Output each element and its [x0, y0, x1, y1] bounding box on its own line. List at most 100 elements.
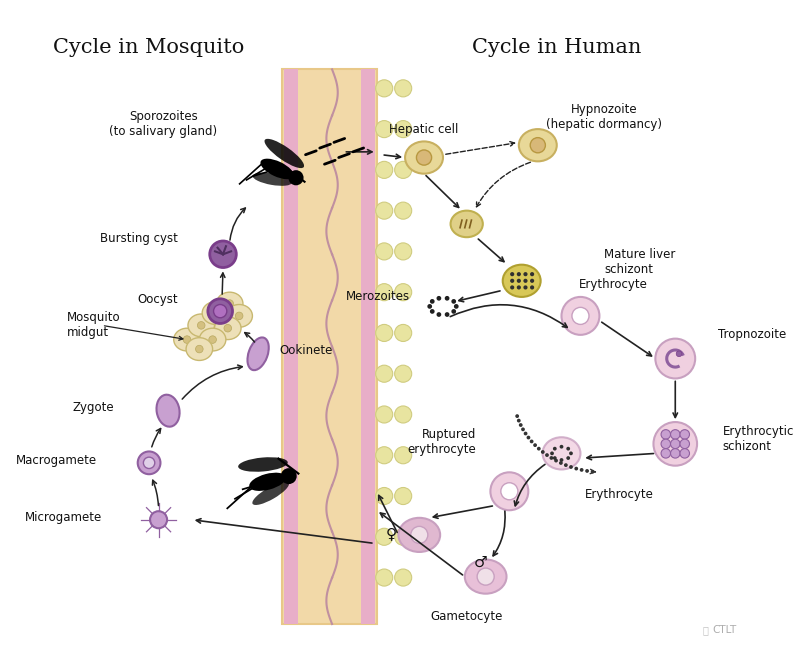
Circle shape — [569, 465, 573, 469]
Circle shape — [376, 202, 393, 219]
Ellipse shape — [465, 560, 507, 594]
Circle shape — [564, 463, 568, 467]
Circle shape — [510, 272, 515, 276]
Circle shape — [288, 170, 304, 185]
Circle shape — [530, 440, 534, 444]
Ellipse shape — [199, 328, 226, 351]
Ellipse shape — [217, 292, 243, 315]
Circle shape — [555, 459, 558, 463]
Ellipse shape — [543, 437, 580, 469]
Circle shape — [530, 279, 535, 283]
Circle shape — [196, 345, 203, 353]
Circle shape — [224, 325, 232, 332]
Circle shape — [553, 447, 557, 451]
Circle shape — [376, 80, 393, 97]
Circle shape — [670, 430, 680, 439]
Circle shape — [395, 569, 411, 586]
Text: Macrogamete: Macrogamete — [16, 454, 97, 467]
Circle shape — [436, 312, 441, 317]
Ellipse shape — [405, 141, 443, 174]
Circle shape — [376, 121, 393, 137]
Circle shape — [569, 452, 573, 456]
Circle shape — [445, 296, 450, 301]
Circle shape — [212, 309, 219, 317]
Circle shape — [553, 456, 557, 460]
Text: Ookinete: Ookinete — [279, 345, 332, 357]
Circle shape — [376, 243, 393, 260]
Text: ♂: ♂ — [474, 555, 487, 570]
Circle shape — [491, 472, 528, 510]
Circle shape — [183, 336, 191, 343]
Circle shape — [523, 272, 527, 276]
Circle shape — [655, 339, 695, 378]
Text: Zygote: Zygote — [73, 401, 114, 414]
Ellipse shape — [249, 473, 286, 491]
Circle shape — [395, 243, 411, 260]
Circle shape — [523, 432, 527, 436]
Circle shape — [510, 286, 515, 290]
Circle shape — [515, 414, 519, 418]
Circle shape — [562, 297, 599, 335]
Circle shape — [559, 445, 563, 449]
Text: Cycle in Mosquito: Cycle in Mosquito — [54, 38, 244, 57]
Ellipse shape — [202, 301, 229, 325]
Circle shape — [661, 439, 670, 449]
Text: CTLT: CTLT — [713, 625, 737, 635]
Circle shape — [517, 279, 521, 283]
Circle shape — [654, 422, 697, 465]
Text: Erythrocyte: Erythrocyte — [578, 278, 647, 291]
Text: Bursting cyst: Bursting cyst — [100, 232, 177, 244]
Text: ♀: ♀ — [385, 527, 396, 541]
Circle shape — [395, 529, 411, 545]
Ellipse shape — [264, 139, 304, 168]
Circle shape — [530, 286, 535, 290]
Circle shape — [680, 439, 690, 449]
Circle shape — [209, 336, 217, 343]
Circle shape — [531, 137, 546, 153]
Text: Cycle in Human: Cycle in Human — [472, 38, 642, 57]
Text: Ruptured
erythrocyte: Ruptured erythrocyte — [407, 428, 476, 456]
Circle shape — [376, 365, 393, 382]
Circle shape — [395, 406, 411, 423]
Circle shape — [537, 447, 541, 451]
Circle shape — [395, 80, 411, 97]
Bar — [284, 69, 298, 624]
Circle shape — [150, 511, 167, 529]
Ellipse shape — [399, 518, 440, 552]
Ellipse shape — [248, 337, 268, 370]
Circle shape — [530, 272, 535, 276]
Circle shape — [430, 309, 435, 314]
Circle shape — [376, 325, 393, 341]
Circle shape — [395, 121, 411, 137]
Circle shape — [213, 305, 227, 318]
Circle shape — [517, 419, 521, 422]
Circle shape — [427, 304, 432, 309]
Circle shape — [376, 569, 393, 586]
Text: 🐾: 🐾 — [702, 625, 709, 635]
Ellipse shape — [188, 314, 214, 337]
Circle shape — [521, 428, 525, 431]
Circle shape — [376, 284, 393, 301]
Circle shape — [661, 449, 670, 458]
Circle shape — [376, 406, 393, 423]
Circle shape — [376, 447, 393, 463]
Bar — [360, 69, 375, 624]
Circle shape — [416, 150, 431, 165]
Circle shape — [411, 527, 427, 543]
Circle shape — [451, 309, 456, 314]
Circle shape — [680, 449, 690, 458]
Ellipse shape — [519, 129, 557, 161]
Circle shape — [580, 468, 583, 472]
Circle shape — [395, 161, 411, 179]
Ellipse shape — [252, 173, 292, 186]
Ellipse shape — [157, 394, 180, 427]
Circle shape — [395, 325, 411, 341]
Text: Microgamete: Microgamete — [25, 511, 101, 525]
Circle shape — [527, 436, 531, 440]
Circle shape — [517, 286, 521, 290]
Circle shape — [585, 469, 589, 473]
Text: Mature liver
schizont: Mature liver schizont — [604, 248, 675, 276]
Circle shape — [550, 456, 554, 460]
Circle shape — [661, 430, 670, 439]
Circle shape — [208, 299, 233, 323]
